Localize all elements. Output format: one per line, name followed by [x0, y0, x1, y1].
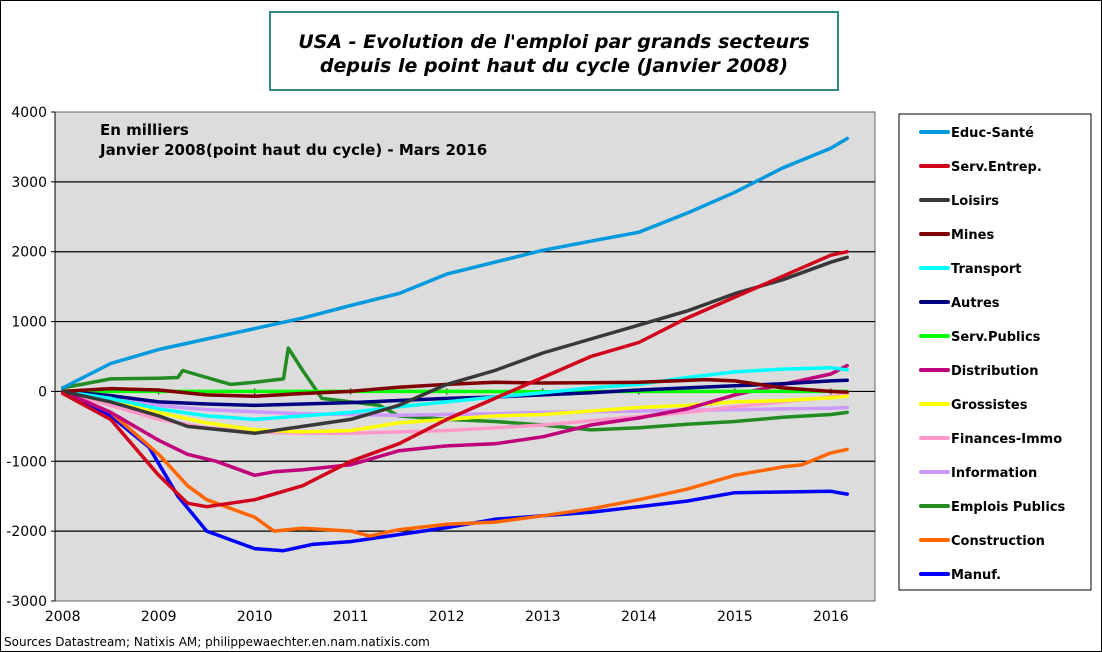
legend-item: Emplois Publics [919, 500, 1066, 515]
x-tick-label: 2014 [621, 609, 657, 625]
series-line-educ-sant- [60, 136, 849, 390]
legend: Educ-Santé Serv.Entrep. Loisirs Mines Transp… [919, 126, 1066, 583]
y-tick-label: -2000 [6, 524, 47, 540]
title-box [269, 11, 839, 91]
y-tick-label: -3000 [6, 594, 47, 610]
series-line-distribution [60, 363, 849, 478]
legend-label: Information [951, 466, 1037, 481]
legend-item: Serv.Publics [919, 330, 1041, 345]
legend-item: Grossistes [919, 398, 1028, 413]
legend-label: Serv.Entrep. [951, 160, 1042, 175]
chart-title-line-2: depuis le point haut du cycle (Janvier 2… [320, 55, 788, 77]
legend-item: Information [919, 466, 1037, 481]
x-tick-label: 2011 [333, 609, 369, 625]
legend-label: Loisirs [951, 194, 999, 209]
x-tick-label: 2009 [141, 609, 177, 625]
x-tick-label: 2013 [525, 609, 561, 625]
annotation-line-2: Janvier 2008(point haut du cycle) - Mars… [99, 141, 487, 159]
legend-label: Finances-Immo [951, 432, 1062, 447]
legend-label: Transport [951, 262, 1021, 277]
legend-item: Manuf. [919, 568, 1001, 583]
legend-item: Mines [919, 228, 994, 243]
x-tick-label: 2012 [429, 609, 465, 625]
series-line-information [60, 389, 849, 417]
legend-label: Mines [951, 228, 994, 243]
y-tick-label: -1000 [6, 454, 47, 470]
legend-label: Manuf. [951, 568, 1001, 583]
legend-label: Educ-Santé [951, 126, 1034, 141]
plot-area: -3000 -2000 -1000 0 1000 2000 3000 4000 2008 2009… [6, 105, 876, 625]
legend-label: Autres [951, 296, 1000, 311]
y-tick-label: 3000 [11, 175, 47, 191]
legend-item: Finances-Immo [919, 432, 1062, 447]
x-tick-label: 2015 [717, 609, 753, 625]
legend-label: Distribution [951, 364, 1038, 379]
y-tick-label: 4000 [11, 105, 47, 121]
series-line-serv-entrep- [60, 249, 849, 509]
legend-item: Distribution [919, 364, 1038, 379]
legend-item: Educ-Santé [919, 126, 1034, 141]
legend-box [898, 113, 1092, 591]
legend-item: Transport [919, 262, 1021, 277]
plot-background [54, 111, 876, 602]
legend-label: Construction [951, 534, 1045, 549]
y-tick-label: 0 [38, 384, 47, 400]
annotation-line-1: En milliers [100, 121, 189, 139]
source-note: Sources Datastream; Natixis AM; philippe… [4, 635, 430, 649]
legend-item: Loisirs [919, 194, 999, 209]
legend-item: Serv.Entrep. [919, 160, 1042, 175]
series-line-transport [60, 365, 849, 422]
x-tick-label: 2008 [45, 609, 81, 625]
x-tick-label: 2010 [237, 609, 273, 625]
y-tick-label: 1000 [11, 315, 47, 331]
series-line-grossistes [60, 389, 849, 434]
legend-item: Construction [919, 534, 1045, 549]
legend-label: Grossistes [951, 398, 1028, 413]
y-tick-label: 2000 [11, 245, 47, 261]
legend-label: Serv.Publics [951, 330, 1041, 345]
series-line-manuf- [60, 389, 849, 553]
legend-label: Emplois Publics [951, 500, 1066, 515]
series-line-loisirs [60, 255, 849, 436]
x-tick-label: 2016 [813, 609, 849, 625]
series-line-construction [60, 389, 849, 538]
chart-title-line-1: USA - Evolution de l'emploi par grands s… [298, 31, 809, 53]
legend-item: Autres [919, 296, 1000, 311]
